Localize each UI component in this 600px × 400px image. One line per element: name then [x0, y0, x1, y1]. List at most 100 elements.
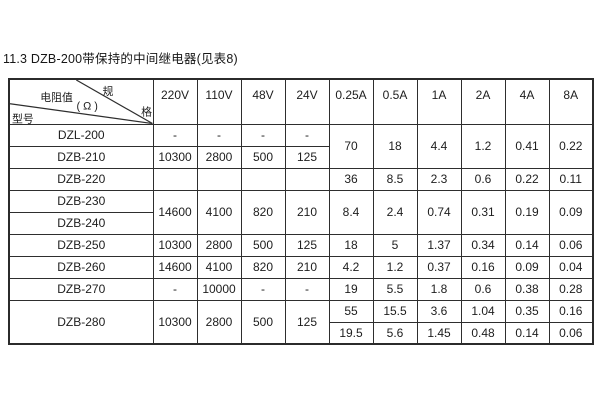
table-row: DZB-280 10300 2800 500 125 55 15.5 3.6 1…	[8, 299, 594, 345]
column-header-24v: 24V	[284, 78, 330, 125]
resistance-cell: -	[240, 123, 286, 147]
current-cell: 0.16	[460, 255, 506, 279]
current-cell: 0.6	[460, 277, 506, 301]
current-cell: 5	[372, 233, 418, 257]
resistance-cell: 10000	[196, 277, 242, 301]
model-cell: DZL-200	[8, 123, 154, 147]
current-cell: 19.5	[328, 321, 374, 345]
current-cell: 0.28	[548, 277, 594, 301]
resistance-cell: 125	[284, 299, 330, 345]
resistance-cell: 2800	[196, 145, 242, 169]
resistance-cell: -	[284, 123, 330, 147]
current-cell: 18	[328, 233, 374, 257]
current-cell: 19	[328, 277, 374, 301]
current-cell: 0.22	[504, 167, 550, 191]
resistance-cell: 10300	[152, 145, 198, 169]
current-cell: 0.38	[504, 277, 550, 301]
current-cell: 0.04	[548, 255, 594, 279]
current-cell: 0.09	[548, 189, 594, 235]
model-cell: DZB-260	[8, 255, 154, 279]
current-cell: 36	[328, 167, 374, 191]
table-row: DZB-230 14600 4100 820 210 8.4 2.4 0.74 …	[8, 189, 594, 235]
table-row: DZB-220 36 8.5 2.3 0.6 0.22 0.11	[8, 167, 594, 191]
current-cell: 70	[328, 123, 374, 169]
resistance-cell: 4100	[196, 255, 242, 279]
resistance-cell: 10300	[152, 233, 198, 257]
resistance-cell	[196, 167, 242, 191]
resistance-cell	[152, 167, 198, 191]
resistance-cell: -	[240, 277, 286, 301]
resistance-cell: 2800	[196, 233, 242, 257]
current-cell: 0.14	[504, 233, 550, 257]
column-header-2a: 2A	[460, 78, 506, 125]
current-cell: 55	[328, 299, 374, 323]
current-cell: 0.74	[416, 189, 462, 235]
model-cell: DZB-220	[8, 167, 154, 191]
resistance-cell: 4100	[196, 189, 242, 235]
current-cell: 1.37	[416, 233, 462, 257]
current-cell: 0.06	[548, 233, 594, 257]
corner-resistance-label: 电阻值	[40, 91, 73, 104]
current-cell: 1.2	[372, 255, 418, 279]
resistance-cell: 14600	[152, 189, 198, 235]
current-cell: 3.6	[416, 299, 462, 323]
current-cell: 0.48	[460, 321, 506, 345]
table-row: DZB-270 - 10000 - - 19 5.5 1.8 0.6 0.38 …	[8, 277, 594, 301]
current-cell: 8.5	[372, 167, 418, 191]
current-cell: 0.09	[504, 255, 550, 279]
resistance-cell	[240, 167, 286, 191]
table-row: DZB-210 10300 2800 500 125	[8, 145, 593, 169]
model-cell: DZB-270	[8, 277, 154, 301]
current-cell: 0.06	[548, 321, 594, 345]
relay-table: 规 格 电阻值 ( Ω ) 型号 220V 110V 48V 24V 0.25A…	[8, 78, 594, 346]
column-header-025a: 0.25A	[328, 78, 374, 125]
model-cell: DZB-280	[8, 299, 154, 345]
current-cell: 0.14	[504, 321, 550, 345]
current-cell: 0.37	[416, 255, 462, 279]
resistance-cell: -	[152, 123, 198, 147]
current-cell: 18	[372, 123, 418, 169]
resistance-cell: 10300	[152, 299, 198, 345]
current-cell: 8.4	[328, 189, 374, 235]
column-header-220v: 220V	[152, 78, 198, 125]
resistance-cell: 125	[284, 233, 330, 257]
current-cell: 5.6	[372, 321, 418, 345]
corner-spec-label-top: 规	[103, 84, 114, 98]
column-header-110v: 110V	[196, 78, 242, 125]
resistance-cell: 125	[284, 145, 330, 169]
resistance-cell: 500	[240, 299, 286, 345]
resistance-cell: 14600	[152, 255, 198, 279]
current-cell: 2.4	[372, 189, 418, 235]
resistance-cell: 210	[284, 255, 330, 279]
header-row: 规 格 电阻值 ( Ω ) 型号 220V 110V 48V 24V 0.25A…	[8, 78, 594, 125]
current-cell: 0.19	[504, 189, 550, 235]
column-header-05a: 0.5A	[372, 78, 418, 125]
column-header-8a: 8A	[548, 78, 594, 125]
resistance-cell: -	[284, 277, 330, 301]
current-cell: 1.2	[460, 123, 506, 169]
resistance-cell: 500	[240, 145, 286, 169]
resistance-cell: 820	[240, 255, 286, 279]
resistance-cell: 500	[240, 233, 286, 257]
resistance-cell: 820	[240, 189, 286, 235]
current-cell: 0.11	[548, 167, 594, 191]
diagonal-line-upper	[76, 80, 152, 124]
corner-diagonals: 规 格 电阻值 ( Ω ) 型号	[10, 80, 152, 124]
table-row: 19.5 5.6 1.45 0.48 0.14 0.06	[9, 321, 594, 345]
current-cell: 15.5	[372, 299, 418, 323]
current-cell: 0.34	[460, 233, 506, 257]
current-cell: 2.3	[416, 167, 462, 191]
section-title: 11.3 DZB-200带保持的中间继电器(见表8)	[3, 52, 238, 66]
model-cell: DZB-210	[8, 145, 154, 169]
corner-resistance-unit: ( Ω )	[76, 101, 97, 113]
column-header-1a: 1A	[416, 78, 462, 125]
current-cell: 0.35	[504, 299, 550, 323]
current-cell: 5.5	[372, 277, 418, 301]
current-cell: 0.31	[460, 189, 506, 235]
resistance-cell: 2800	[196, 299, 242, 345]
corner-header-cell: 规 格 电阻值 ( Ω ) 型号	[8, 78, 154, 125]
corner-spec-label-bottom: 格	[141, 105, 152, 119]
table-row: DZL-200 - - - - 70 18 4.4 1.2 0.41 0.22	[8, 123, 594, 169]
model-cell: DZB-240	[8, 211, 154, 235]
